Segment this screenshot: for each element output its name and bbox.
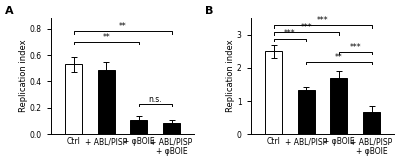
Y-axis label: Replication index: Replication index [19, 40, 28, 112]
Text: **: ** [119, 22, 126, 31]
Bar [330, 78, 347, 134]
Text: ***: *** [300, 23, 312, 32]
Text: **: ** [335, 53, 343, 62]
Bar [65, 64, 82, 134]
Text: ***: *** [350, 43, 361, 52]
Bar [130, 120, 147, 134]
Bar [98, 70, 115, 134]
Text: B: B [205, 6, 213, 16]
Text: n.s.: n.s. [148, 95, 162, 104]
Y-axis label: Replication index: Replication index [226, 40, 235, 112]
Bar [363, 112, 380, 134]
Text: ***: *** [284, 29, 296, 38]
Bar [265, 51, 282, 134]
Text: ***: *** [317, 16, 328, 25]
Bar [163, 123, 180, 134]
Text: **: ** [102, 33, 110, 42]
Bar [298, 90, 315, 134]
Text: A: A [5, 6, 13, 16]
